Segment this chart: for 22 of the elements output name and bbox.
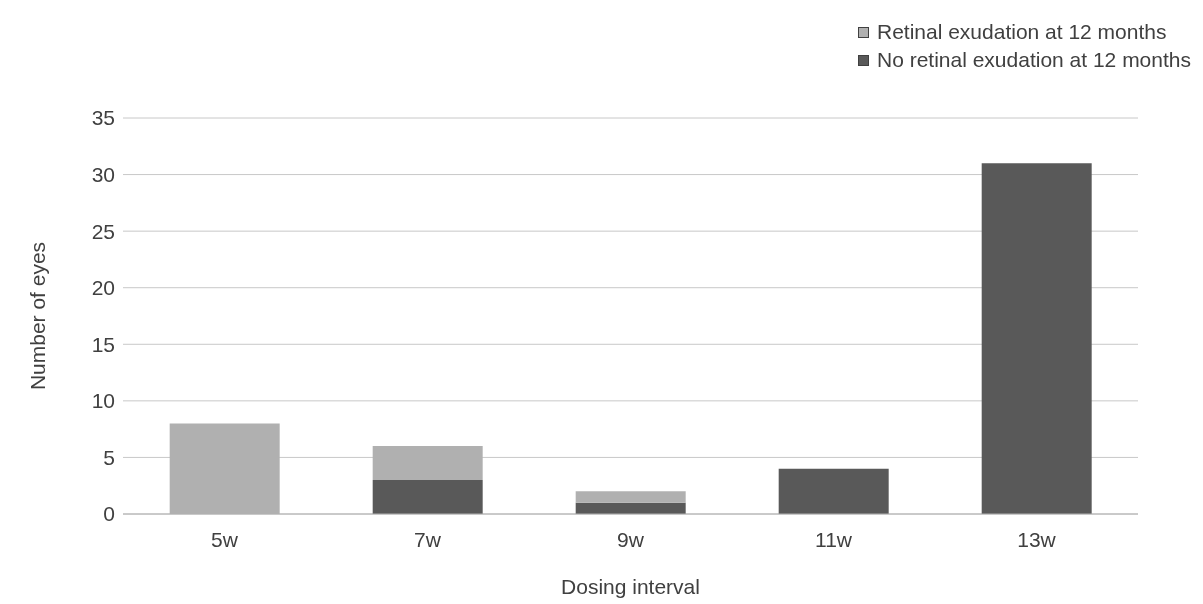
x-axis-title: Dosing interval	[561, 575, 700, 598]
y-tick-label: 35	[91, 106, 115, 130]
bar	[575, 491, 686, 503]
bar	[372, 446, 483, 481]
legend-label: No retinal exudation at 12 months	[876, 47, 1191, 73]
bar	[778, 468, 889, 514]
y-tick-label: 10	[91, 389, 115, 413]
x-tick-label: 9w	[617, 527, 645, 551]
bar	[372, 480, 483, 514]
bar	[981, 163, 1092, 514]
y-tick-label: 30	[91, 163, 115, 187]
x-tick-label: 13w	[1017, 527, 1057, 551]
y-tick-label: 0	[103, 502, 115, 526]
y-tick-label: 25	[91, 219, 115, 243]
y-axis-title: Number of eyes	[26, 241, 50, 391]
y-tick-label: 15	[91, 332, 115, 356]
y-tick-label: 5	[103, 445, 115, 469]
x-tick-label: 7w	[414, 527, 442, 551]
y-tick-label: 20	[91, 276, 115, 300]
x-tick-label: 11w	[815, 527, 853, 551]
legend-label: Retinal exudation at 12 months	[876, 19, 1167, 45]
x-tick-label: 5w	[211, 527, 239, 551]
